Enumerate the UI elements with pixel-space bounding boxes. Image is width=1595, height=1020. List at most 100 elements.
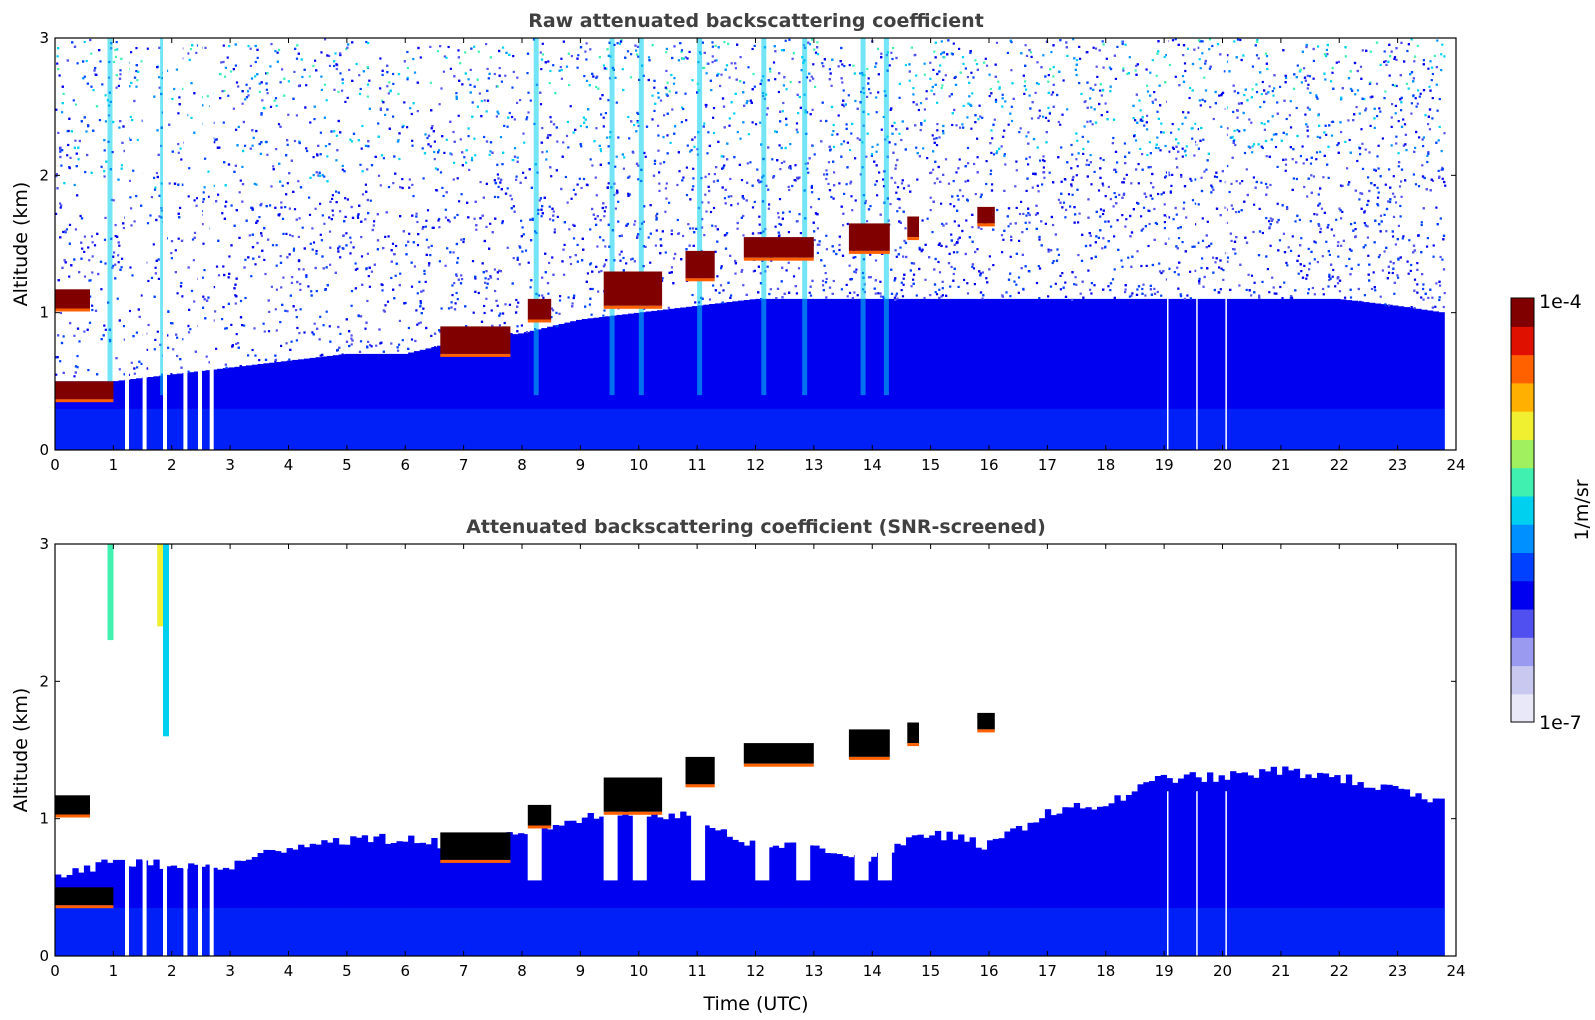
noise-speck	[406, 78, 409, 81]
noise-speck	[1315, 158, 1318, 161]
noise-speck	[1432, 255, 1435, 258]
noise-speck	[1022, 212, 1025, 215]
noise-speck	[545, 158, 548, 161]
bl-cell	[107, 408, 114, 450]
noise-speck	[918, 248, 921, 251]
noise-speck	[541, 42, 544, 45]
noise-speck	[1325, 133, 1328, 136]
noise-speck	[118, 244, 121, 247]
noise-speck	[1050, 93, 1053, 96]
noise-speck	[386, 300, 390, 303]
noise-speck	[157, 277, 160, 280]
noise-speck	[1332, 268, 1335, 272]
noise-speck	[88, 259, 91, 262]
noise-speck	[123, 338, 126, 341]
noise-speck	[869, 253, 872, 256]
bl-cell	[952, 408, 959, 450]
noise-speck	[1176, 266, 1179, 269]
noise-speck	[133, 220, 136, 223]
noise-speck	[245, 96, 249, 99]
noise-speck	[840, 143, 843, 146]
noise-speck	[628, 137, 631, 140]
noise-speck	[1373, 126, 1376, 129]
noise-speck	[427, 246, 430, 249]
noise-speck	[945, 245, 948, 248]
noise-speck	[416, 323, 419, 326]
noise-speck	[322, 324, 325, 327]
bl-cell	[222, 408, 230, 450]
noise-speck	[212, 184, 215, 187]
noise-speck	[366, 95, 369, 98]
noise-speck	[217, 193, 220, 196]
noise-speck	[509, 194, 512, 197]
noise-speck	[419, 300, 422, 303]
noise-speck	[1429, 288, 1432, 291]
noise-speck	[1093, 170, 1096, 173]
noise-speck	[516, 325, 519, 328]
noise-speck	[517, 301, 520, 304]
noise-speck	[712, 116, 715, 119]
bl-cell	[1172, 298, 1179, 450]
noise-speck	[859, 72, 862, 75]
noise-speck	[589, 263, 592, 266]
noise-speck	[622, 256, 625, 260]
bl-cell	[1247, 298, 1254, 450]
noise-speck	[879, 280, 882, 283]
noise-speck	[120, 266, 123, 269]
noise-speck	[393, 253, 396, 256]
noise-speck	[1105, 57, 1108, 60]
noise-speck	[788, 210, 791, 213]
noise-speck	[653, 162, 656, 165]
noise-speck	[324, 38, 327, 41]
noise-speck	[563, 243, 566, 246]
noise-speck	[456, 298, 459, 301]
noise-speck	[1164, 144, 1167, 148]
bl-cell	[361, 353, 369, 450]
noise-speck	[875, 96, 878, 99]
bl-cell	[419, 408, 426, 450]
noise-speck	[966, 292, 970, 295]
noise-speck	[1388, 271, 1391, 274]
noise-speck	[251, 144, 254, 147]
noise-speck	[1307, 288, 1310, 291]
noise-speck	[1293, 73, 1296, 76]
noise-speck	[1300, 270, 1303, 273]
noise-speck	[259, 204, 262, 207]
noise-speck	[1250, 274, 1254, 277]
bl-cell	[581, 408, 589, 450]
noise-speck	[1095, 65, 1098, 68]
noise-speck	[824, 272, 827, 275]
noise-speck	[311, 331, 314, 334]
noise-speck	[1099, 89, 1102, 92]
noise-speck	[277, 123, 281, 126]
bl-cell	[408, 352, 415, 450]
noise-speck	[293, 139, 297, 143]
bl-cell	[1432, 311, 1439, 450]
noise-speck	[310, 290, 313, 293]
noise-speck	[223, 75, 227, 78]
noise-speck	[1436, 39, 1439, 42]
bl-cell	[1137, 408, 1144, 450]
bl-cell	[703, 304, 710, 450]
noise-speck	[572, 223, 575, 226]
noise-speck	[1232, 248, 1235, 251]
noise-speck	[274, 50, 277, 53]
noise-speck	[1385, 207, 1389, 211]
bl-cell	[1241, 408, 1248, 450]
noise-speck	[1082, 147, 1085, 151]
noise-speck	[1071, 298, 1074, 301]
noise-speck	[691, 293, 694, 297]
noise-speck	[55, 108, 58, 111]
noise-speck	[329, 263, 332, 266]
noise-speck	[222, 60, 225, 64]
noise-speck	[736, 202, 740, 205]
noise-speck	[366, 252, 369, 255]
noise-speck	[1402, 118, 1405, 121]
bl-cell	[396, 353, 403, 450]
noise-speck	[690, 149, 693, 152]
noise-speck	[62, 230, 65, 234]
bl-cell	[246, 365, 253, 450]
noise-speck	[915, 74, 918, 77]
noise-speck	[382, 157, 385, 160]
noise-speck	[1146, 114, 1149, 117]
